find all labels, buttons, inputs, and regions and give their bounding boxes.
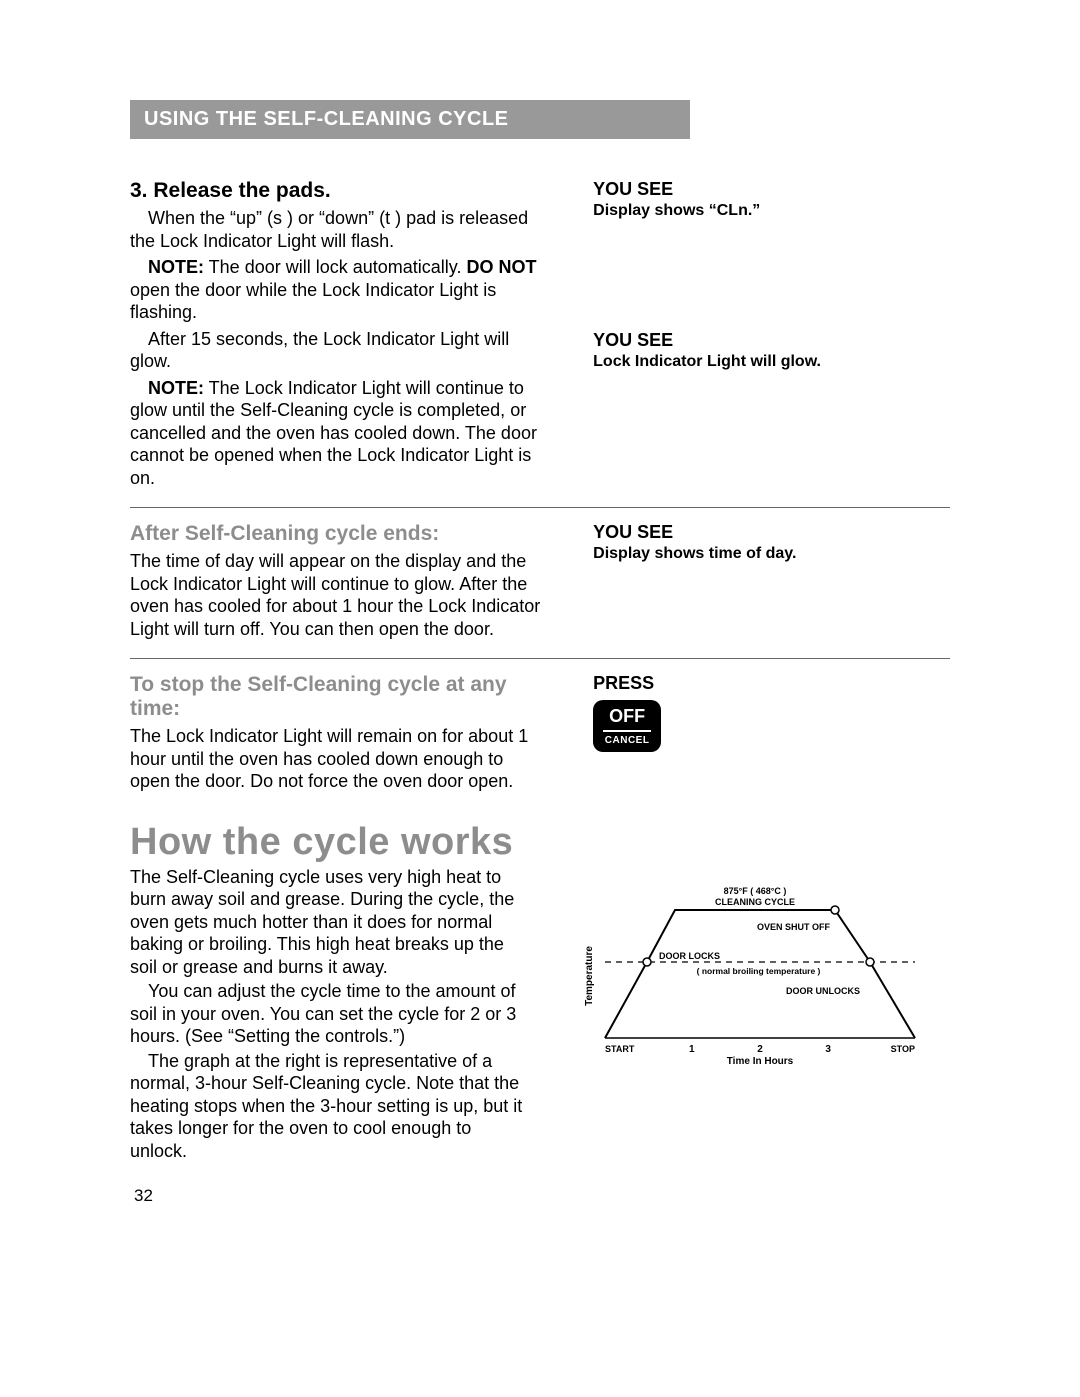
svg-text:STOP: STOP xyxy=(891,1044,915,1054)
note1-bold: DO NOT xyxy=(466,257,536,277)
divider xyxy=(130,658,950,659)
how-heading: How the cycle works xyxy=(130,821,950,864)
after-heading: After Self-Cleaning cycle ends: xyxy=(130,522,543,546)
page-number: 32 xyxy=(134,1186,950,1206)
svg-text:DOOR UNLOCKS: DOOR UNLOCKS xyxy=(786,986,860,996)
cancel-text: CANCEL xyxy=(593,735,661,746)
off-text: OFF xyxy=(593,706,661,727)
step3-section: 3. Release the pads. When the “up” (s ) … xyxy=(130,179,950,489)
svg-text:Temperature: Temperature xyxy=(584,946,595,1006)
svg-text:Time In Hours: Time In Hours xyxy=(727,1056,794,1067)
stop-heading: To stop the Self-Cleaning cycle at any t… xyxy=(130,673,543,721)
divider xyxy=(130,507,950,508)
yousee1-title: YOU SEE xyxy=(593,179,950,200)
cycle-chart: Temperature 875°F ( 468°C )CLEANING CYCLE… xyxy=(580,866,950,1096)
yousee3-sub: Display shows time of day. xyxy=(593,545,950,563)
off-cancel-button[interactable]: OFF CANCEL xyxy=(593,700,661,752)
yousee1-sub: Display shows “CLn.” xyxy=(593,202,950,220)
stop-section: To stop the Self-Cleaning cycle at any t… xyxy=(130,673,950,793)
step3-note1: NOTE: The door will lock automatically. … xyxy=(130,256,543,324)
step3-p1: When the “up” (s ) or “down” (t ) pad is… xyxy=(130,207,543,252)
step3-p2: After 15 seconds, the Lock Indicator Lig… xyxy=(130,328,543,373)
yousee2-title: YOU SEE xyxy=(593,330,950,351)
step3-note2: NOTE: The Lock Indicator Light will cont… xyxy=(130,377,543,490)
section-header-bar: USING THE SELF-CLEANING CYCLE xyxy=(130,100,690,139)
svg-text:CLEANING CYCLE: CLEANING CYCLE xyxy=(715,897,795,907)
after-section: After Self-Cleaning cycle ends: The time… xyxy=(130,522,950,640)
svg-text:2: 2 xyxy=(757,1044,763,1055)
stop-p: The Lock Indicator Light will remain on … xyxy=(130,725,543,793)
svg-text:1: 1 xyxy=(689,1044,695,1055)
note2-label: NOTE: xyxy=(148,378,204,398)
yousee2-sub: Lock Indicator Light will glow. xyxy=(593,353,950,371)
svg-text:3: 3 xyxy=(825,1044,831,1055)
how-section: The Self-Cleaning cycle uses very high h… xyxy=(130,866,950,1163)
yousee3-title: YOU SEE xyxy=(593,522,950,543)
svg-text:START: START xyxy=(605,1044,635,1054)
how-p3: The graph at the right is representative… xyxy=(130,1050,530,1163)
off-divider xyxy=(603,730,651,732)
step3-heading: 3. Release the pads. xyxy=(130,179,543,203)
press-label: PRESS xyxy=(593,673,950,694)
svg-text:OVEN SHUT OFF: OVEN SHUT OFF xyxy=(757,922,831,932)
svg-text:875°F ( 468°C ): 875°F ( 468°C ) xyxy=(724,886,787,896)
svg-text:( normal broiling temperature: ( normal broiling temperature ) xyxy=(697,966,821,976)
note1-label: NOTE: xyxy=(148,257,204,277)
after-p: The time of day will appear on the displ… xyxy=(130,550,543,640)
note1-a: The door will lock automatically. xyxy=(204,257,466,277)
how-p1: The Self-Cleaning cycle uses very high h… xyxy=(130,866,530,979)
note1-b: open the door while the Lock Indicator L… xyxy=(130,280,496,323)
svg-text:DOOR LOCKS: DOOR LOCKS xyxy=(659,951,720,961)
how-p2: You can adjust the cycle time to the amo… xyxy=(130,980,530,1048)
